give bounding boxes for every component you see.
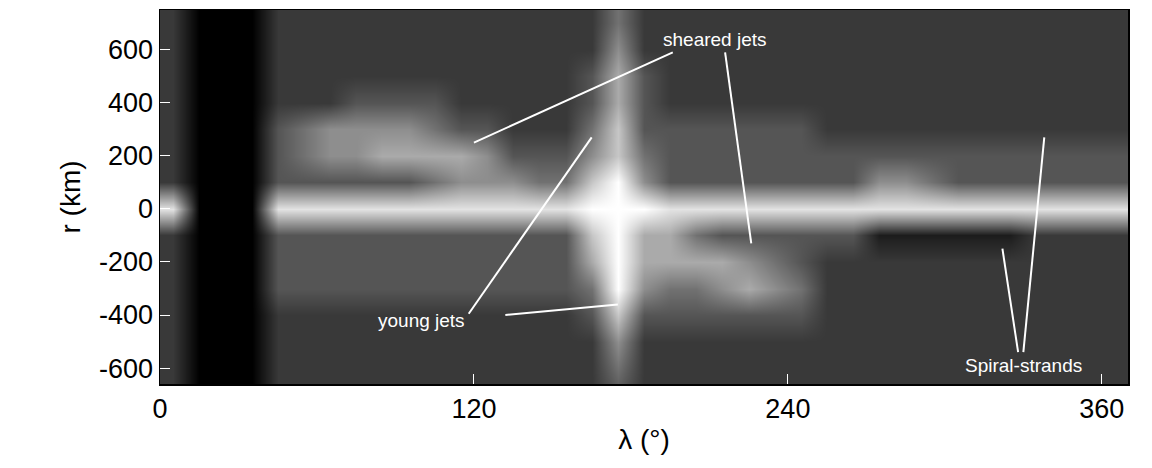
svg-text:sheared jets: sheared jets: [663, 29, 767, 50]
svg-text:-400: -400: [99, 300, 153, 330]
svg-text:600: 600: [108, 35, 153, 65]
svg-text:200: 200: [108, 141, 153, 171]
svg-text:-600: -600: [99, 354, 153, 384]
svg-text:360: 360: [1079, 394, 1124, 424]
svg-text:240: 240: [765, 394, 810, 424]
svg-text:λ (°): λ (°): [618, 424, 670, 455]
svg-text:120: 120: [451, 394, 496, 424]
svg-text:-200: -200: [99, 247, 153, 277]
svg-text:r (km): r (km): [55, 160, 86, 233]
svg-text:Spiral-strands: Spiral-strands: [965, 355, 1082, 376]
svg-text:400: 400: [108, 88, 153, 118]
svg-text:0: 0: [152, 394, 167, 424]
svg-text:young jets: young jets: [378, 310, 465, 331]
svg-text:0: 0: [138, 194, 153, 224]
